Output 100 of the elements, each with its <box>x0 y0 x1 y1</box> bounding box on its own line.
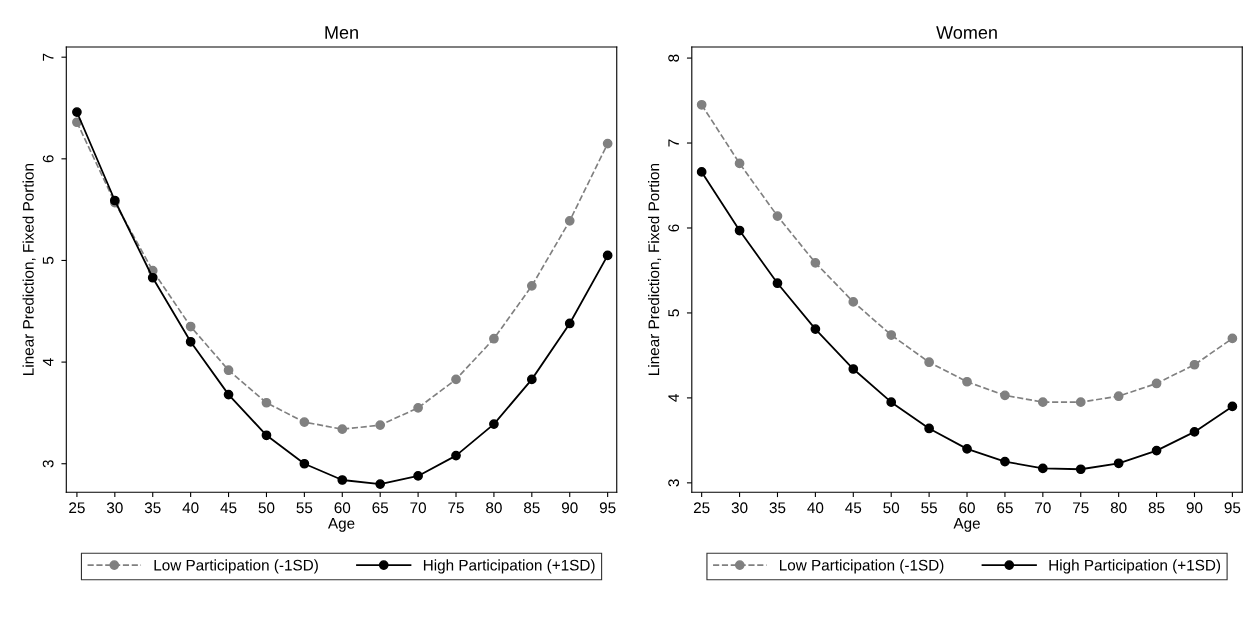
point <box>261 430 272 441</box>
point <box>413 471 423 481</box>
legend-label: Low Participation (-1SD) <box>780 559 944 574</box>
x-tick-label: 55 <box>921 502 937 514</box>
point <box>1151 445 1162 456</box>
x-tick-label: 65 <box>372 502 389 514</box>
point <box>337 424 348 435</box>
point <box>337 475 348 485</box>
point <box>810 257 821 268</box>
point <box>1227 401 1238 412</box>
y-tick-label: 7 <box>42 53 54 61</box>
y-tick-label: 4 <box>42 358 54 366</box>
point <box>962 376 972 387</box>
point <box>886 397 897 408</box>
x-tick-label: 50 <box>258 502 275 514</box>
x-tick-label: 60 <box>959 502 975 514</box>
point <box>489 419 499 429</box>
point <box>72 107 82 117</box>
point <box>1151 378 1162 389</box>
y-tick-label: 4 <box>668 394 679 402</box>
x-tick-label: 80 <box>1110 502 1127 514</box>
point <box>1075 464 1086 475</box>
x-tick-label: 85 <box>523 502 540 514</box>
point <box>564 318 575 329</box>
x-tick-label: 90 <box>1186 502 1203 514</box>
x-tick-label: 55 <box>296 502 313 514</box>
chart-title: Women <box>936 26 997 39</box>
y-tick-label: 3 <box>668 479 680 487</box>
point <box>734 158 745 169</box>
point <box>223 389 234 400</box>
x-tick-label: 35 <box>144 502 161 514</box>
point <box>1189 427 1200 437</box>
x-tick-label: 45 <box>220 502 237 514</box>
point <box>810 324 821 334</box>
y-tick-label: 6 <box>42 155 54 163</box>
point <box>299 417 310 427</box>
x-tick-label: 85 <box>1148 502 1165 514</box>
y-tick-label: 5 <box>668 309 680 317</box>
x-tick-label: 40 <box>182 502 199 514</box>
point <box>1227 333 1238 344</box>
point <box>886 330 897 340</box>
point <box>962 444 972 454</box>
point <box>602 250 613 261</box>
point <box>848 297 859 307</box>
point <box>299 458 310 469</box>
point <box>848 364 859 374</box>
y-tick-label: 7 <box>668 139 679 147</box>
point <box>1075 397 1086 408</box>
x-tick-label: 75 <box>1073 502 1089 514</box>
point <box>451 450 461 461</box>
y-tick-label: 3 <box>42 460 54 468</box>
x-tick-label: 70 <box>410 502 426 514</box>
x-tick-label: 80 <box>486 502 502 514</box>
x-tick-label: 25 <box>693 502 710 514</box>
point <box>924 357 934 368</box>
x-tick-label: 25 <box>69 502 85 514</box>
x-tick-label: 45 <box>845 502 862 514</box>
point <box>185 336 196 347</box>
point <box>185 321 196 332</box>
legend-label: High Participation (+1SD) <box>423 559 595 574</box>
point <box>375 479 386 489</box>
x-tick-label: 90 <box>561 502 578 514</box>
x-tick-label: 50 <box>883 502 900 514</box>
point <box>451 374 461 385</box>
point <box>772 278 783 289</box>
point <box>526 281 537 291</box>
y-axis-title: Linear Prediction, Fixed Portion <box>648 164 662 375</box>
point <box>147 272 158 283</box>
point <box>734 225 745 236</box>
y-axis-title: Linear Prediction, Fixed Portion <box>22 164 36 375</box>
x-tick-label: 75 <box>448 502 464 514</box>
point <box>1000 456 1010 467</box>
legend-label: Low Participation (-1SD) <box>154 559 318 574</box>
x-tick-label: 35 <box>769 502 786 514</box>
x-tick-label: 70 <box>1035 502 1051 514</box>
point <box>1113 391 1124 402</box>
point <box>602 138 613 149</box>
x-axis-title: Age <box>953 518 980 532</box>
point <box>489 333 499 344</box>
point <box>1037 463 1048 474</box>
x-axis-title: Age <box>327 518 355 532</box>
y-tick-label: 6 <box>668 224 680 232</box>
point <box>1113 458 1124 469</box>
point <box>924 423 934 434</box>
x-tick-label: 40 <box>807 502 824 514</box>
x-tick-label: 60 <box>334 502 351 514</box>
point <box>1037 397 1048 408</box>
x-tick-label: 30 <box>106 502 123 514</box>
point <box>564 215 575 226</box>
x-tick-label: 65 <box>997 502 1013 514</box>
point <box>375 420 386 430</box>
x-tick-label: 95 <box>1224 502 1241 514</box>
chart-title: Men <box>325 26 358 39</box>
point <box>696 99 707 110</box>
point <box>526 374 537 385</box>
point <box>696 167 707 177</box>
point <box>772 211 783 221</box>
point <box>223 365 234 376</box>
y-tick-label: 8 <box>668 54 680 62</box>
point <box>261 397 272 408</box>
